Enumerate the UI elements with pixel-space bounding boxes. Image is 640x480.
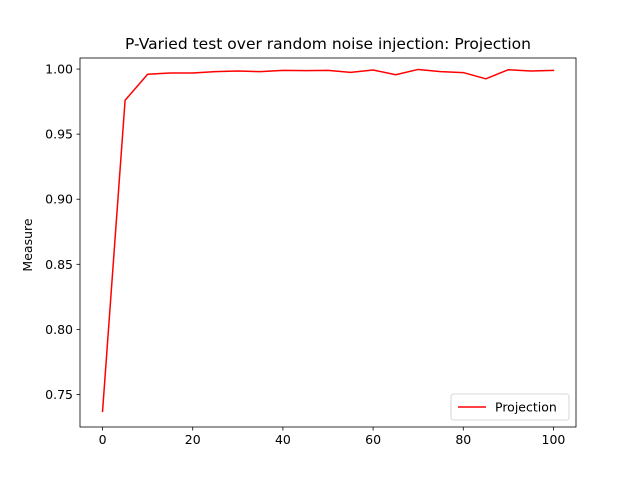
y-tick-label-4: 0.95 [45,127,73,142]
y-tick-label-5: 1.00 [45,62,73,77]
x-tick-label-5: 100 [542,432,566,447]
legend-box [450,393,570,421]
y-tick-label-0: 0.75 [45,387,73,402]
x-tick-label-0: 0 [99,432,107,447]
x-tick-label-1: 20 [185,432,201,447]
y-tick-label-3: 0.90 [45,192,73,207]
chart-title: P-Varied test over random noise injectio… [125,35,531,53]
y-tick-label-1: 0.80 [45,322,73,337]
x-tick-label-3: 60 [365,432,381,447]
plot-area: 0 20 40 60 80 100 0.75 0.80 0.85 0.90 0.95 1.00 [45,57,577,447]
y-tick-label-2: 0.85 [45,257,73,272]
legend: Projection [450,393,570,421]
legend-label-0: Projection [495,400,557,415]
x-tick-label-2: 40 [275,432,291,447]
y-axis-label: Measure [20,218,35,271]
series-line-0 [101,68,555,413]
x-tick-label-4: 80 [455,432,471,447]
plot-frame [79,57,577,428]
